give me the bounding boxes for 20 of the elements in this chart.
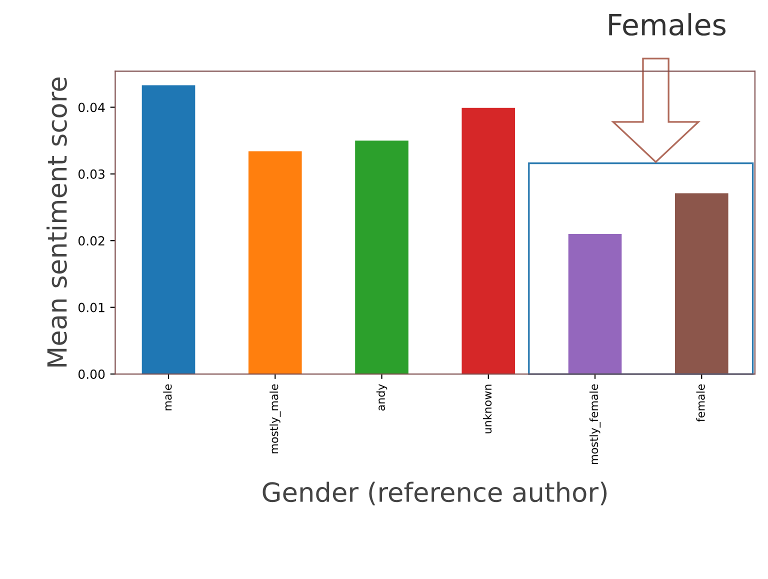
x-tick-label: mostly_male xyxy=(270,384,281,454)
y-tick-label: 0.00 xyxy=(78,370,105,379)
bar xyxy=(355,140,408,374)
bar xyxy=(248,151,302,374)
bar xyxy=(142,85,196,374)
bar xyxy=(462,108,516,374)
y-tick-label: 0.02 xyxy=(78,236,104,246)
x-tick-label: unknown xyxy=(483,384,492,434)
y-axis-title: Mean sentiment score xyxy=(46,78,67,367)
y-tick-label: 0.03 xyxy=(78,169,104,179)
x-tick-label: andy xyxy=(376,384,388,411)
x-tick-label: male xyxy=(163,384,172,410)
bar xyxy=(568,234,622,374)
text: Females xyxy=(609,13,726,36)
bar xyxy=(674,193,728,374)
x-axis-title: Gender (reference author) xyxy=(262,482,607,506)
x-tick-label: mostly_female xyxy=(589,384,601,464)
y-tick-label: 0.04 xyxy=(78,102,105,112)
x-tick-label: female xyxy=(696,384,705,422)
y-tick-label: 0.01 xyxy=(78,302,104,312)
